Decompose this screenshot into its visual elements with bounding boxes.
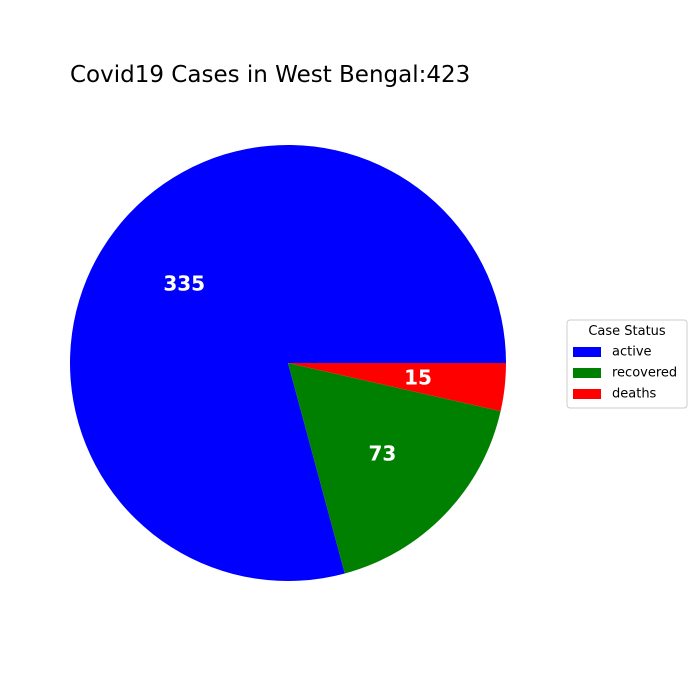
legend-swatch-recovered xyxy=(573,368,601,378)
pie-slice-active xyxy=(69,145,506,582)
legend-label-recovered: recovered xyxy=(612,366,677,381)
legend: Case Status active recovered deaths xyxy=(566,319,688,409)
legend-frame xyxy=(566,319,688,409)
pie-slice-recovered xyxy=(288,363,501,574)
legend-label-active: active xyxy=(612,345,652,360)
chart-title: Covid19 Cases in West Bengal:423 xyxy=(70,62,470,88)
slice-value-label-deaths: 15 xyxy=(404,366,432,390)
pie-slices xyxy=(69,145,506,582)
legend-swatch-deaths xyxy=(573,389,601,399)
legend-swatch-active xyxy=(573,347,601,357)
slice-value-label-active: 335 xyxy=(163,272,205,296)
slice-value-label-recovered: 73 xyxy=(368,442,396,466)
legend-title: Case Status xyxy=(588,324,666,339)
legend-entries: active recovered deaths xyxy=(573,345,677,402)
legend-label-deaths: deaths xyxy=(612,387,657,402)
pie-slice-labels: 335 73 15 xyxy=(163,272,432,466)
pie-slice-deaths xyxy=(288,363,506,412)
